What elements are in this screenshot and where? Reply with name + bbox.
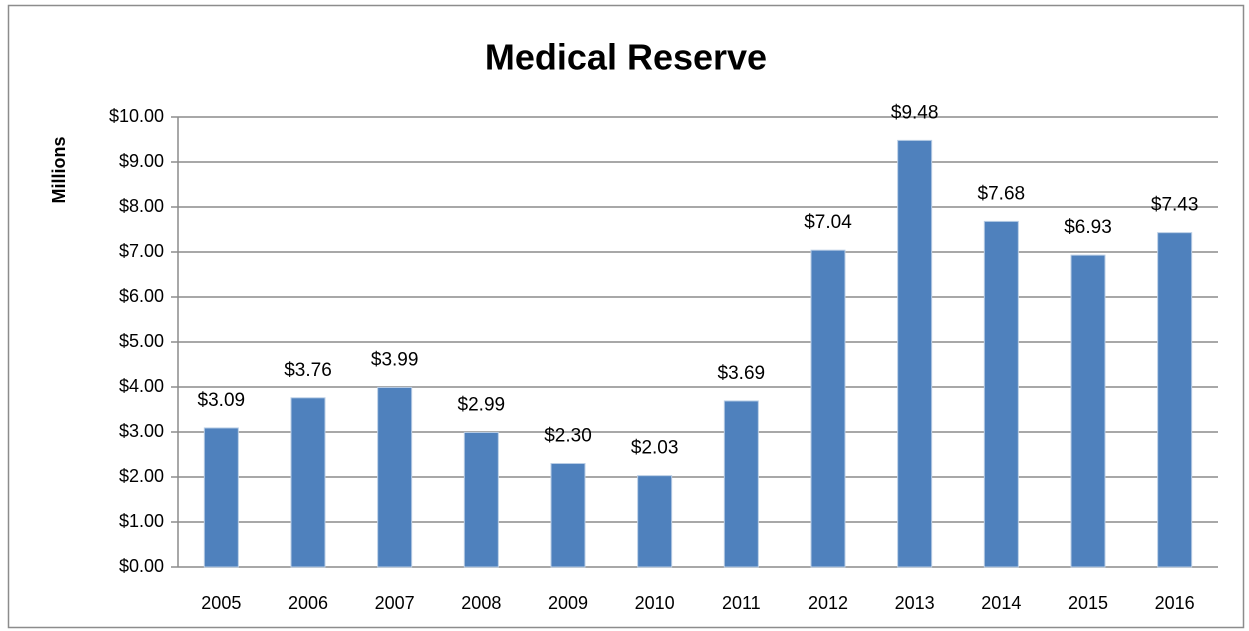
x-tick-label: 2008 xyxy=(461,593,501,613)
y-tick-label: $3.00 xyxy=(119,421,164,441)
data-label: $2.30 xyxy=(544,426,592,447)
data-label: $2.99 xyxy=(458,394,506,415)
data-label: $2.03 xyxy=(631,438,679,459)
data-label: $3.09 xyxy=(198,390,246,411)
y-axis-label: Millions xyxy=(49,137,69,204)
data-label: $3.99 xyxy=(371,349,419,370)
bar xyxy=(723,400,759,568)
x-tick-label: 2015 xyxy=(1068,593,1108,613)
bar xyxy=(637,475,673,568)
y-tick-label: $7.00 xyxy=(119,241,164,261)
y-tick-label: $9.00 xyxy=(119,151,164,171)
y-tick-label: $10.00 xyxy=(109,106,164,126)
x-tick-label: 2010 xyxy=(635,593,675,613)
y-tick-label: $1.00 xyxy=(119,511,164,531)
x-tick-label: 2014 xyxy=(981,593,1021,613)
data-label: $7.04 xyxy=(804,212,852,233)
bar xyxy=(377,386,413,568)
bar xyxy=(1070,254,1106,568)
y-tick-label: $5.00 xyxy=(119,331,164,351)
bar xyxy=(203,427,239,568)
chart-title: Medical Reserve xyxy=(485,37,767,78)
x-tick-label: 2005 xyxy=(201,593,241,613)
data-label: $9.48 xyxy=(891,102,939,123)
y-tick-label: $8.00 xyxy=(119,196,164,216)
x-tick-label: 2016 xyxy=(1155,593,1195,613)
y-tick-label: $0.00 xyxy=(119,556,164,576)
chart-frame xyxy=(7,4,1245,629)
y-tick-label: $4.00 xyxy=(119,376,164,396)
y-tick-label: $6.00 xyxy=(119,286,164,306)
x-tick-label: 2007 xyxy=(375,593,415,613)
y-tick-label: $2.00 xyxy=(119,466,164,486)
data-label: $7.43 xyxy=(1151,195,1199,216)
x-tick-label: 2013 xyxy=(895,593,935,613)
bar xyxy=(1157,232,1193,568)
data-label: $3.76 xyxy=(284,360,332,381)
data-label: $6.93 xyxy=(1064,217,1112,238)
bar xyxy=(290,397,326,568)
bar xyxy=(897,139,933,568)
x-tick-label: 2009 xyxy=(548,593,588,613)
bar xyxy=(983,220,1019,568)
bar xyxy=(463,431,499,568)
x-tick-label: 2006 xyxy=(288,593,328,613)
x-tick-label: 2012 xyxy=(808,593,848,613)
bar xyxy=(550,463,586,568)
x-tick-label: 2011 xyxy=(722,593,761,613)
bar xyxy=(810,249,846,568)
data-label: $7.68 xyxy=(978,183,1026,204)
data-label: $3.69 xyxy=(718,363,766,384)
